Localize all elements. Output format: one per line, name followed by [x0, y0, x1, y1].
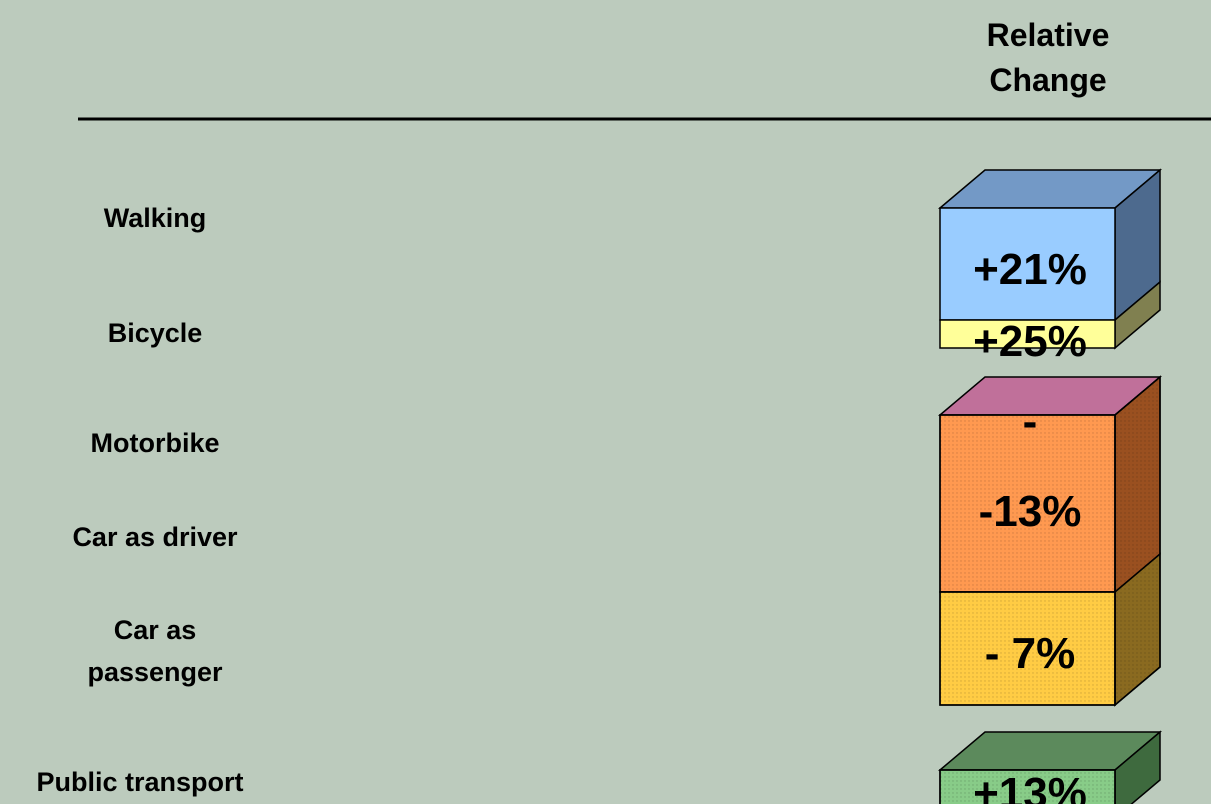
row-label: Public transport: [36, 767, 244, 797]
row-label: Motorbike: [90, 428, 220, 458]
row-label: Car as driver: [72, 522, 238, 552]
box-motorised: [937, 375, 1163, 707]
change-label: -13%: [979, 487, 1082, 536]
header-line: Relative: [987, 17, 1110, 53]
row-label: Walking: [103, 203, 207, 233]
change-label: +21%: [973, 245, 1087, 294]
box-active: [937, 168, 1163, 350]
header-line: Change: [989, 62, 1106, 98]
change-label: +25%: [973, 317, 1087, 366]
change-label: - 7%: [985, 629, 1075, 678]
change-label: +13%: [973, 769, 1087, 804]
row-label: Car as passenger: [87, 615, 223, 687]
change-label: -: [1023, 397, 1038, 446]
row-label: Bicycle: [107, 318, 203, 348]
box-public: [937, 730, 1163, 804]
